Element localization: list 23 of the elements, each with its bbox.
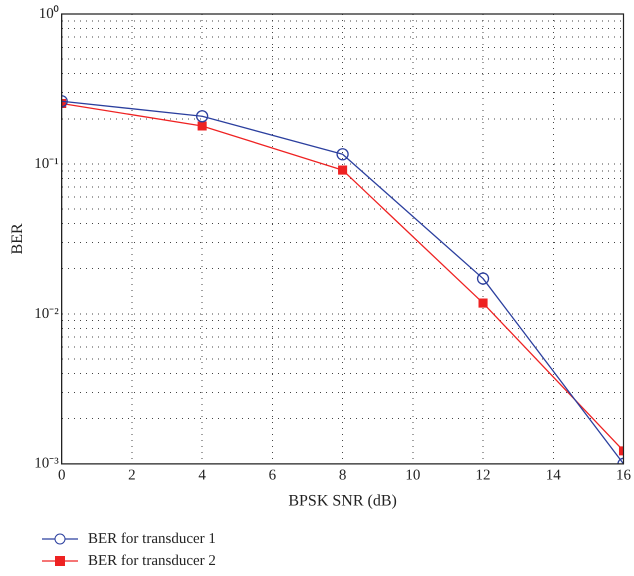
y-tick-label: 10⁰ — [38, 4, 59, 22]
x-tick-label: 14 — [546, 468, 562, 484]
point — [198, 121, 207, 131]
x-tick-label: 4 — [198, 468, 206, 484]
x-tick-label: 2 — [128, 468, 136, 484]
legend-label: BER for transducer 1 — [88, 530, 216, 548]
x-tick-label: 16 — [616, 468, 632, 484]
y-axis-title: BER — [8, 223, 26, 254]
y-tick-label: 10⁻³ — [34, 456, 60, 472]
point — [476, 272, 490, 285]
point — [196, 110, 208, 122]
y-tick-label: 10⁻² — [34, 306, 60, 322]
y-tick-label: 10⁻¹ — [34, 156, 59, 172]
point — [336, 148, 349, 160]
x-tick-label: 6 — [268, 468, 277, 484]
point — [478, 298, 488, 308]
x-tick-label: 10 — [405, 468, 420, 484]
point — [338, 166, 348, 175]
x-axis-title: BPSK SNR (dB) — [288, 492, 397, 510]
legend-label: BER for transducer 2 — [88, 552, 216, 570]
x-tick-label: 12 — [476, 468, 491, 484]
x-tick-label: 8 — [338, 468, 346, 484]
x-tick-label: 0 — [58, 468, 66, 484]
